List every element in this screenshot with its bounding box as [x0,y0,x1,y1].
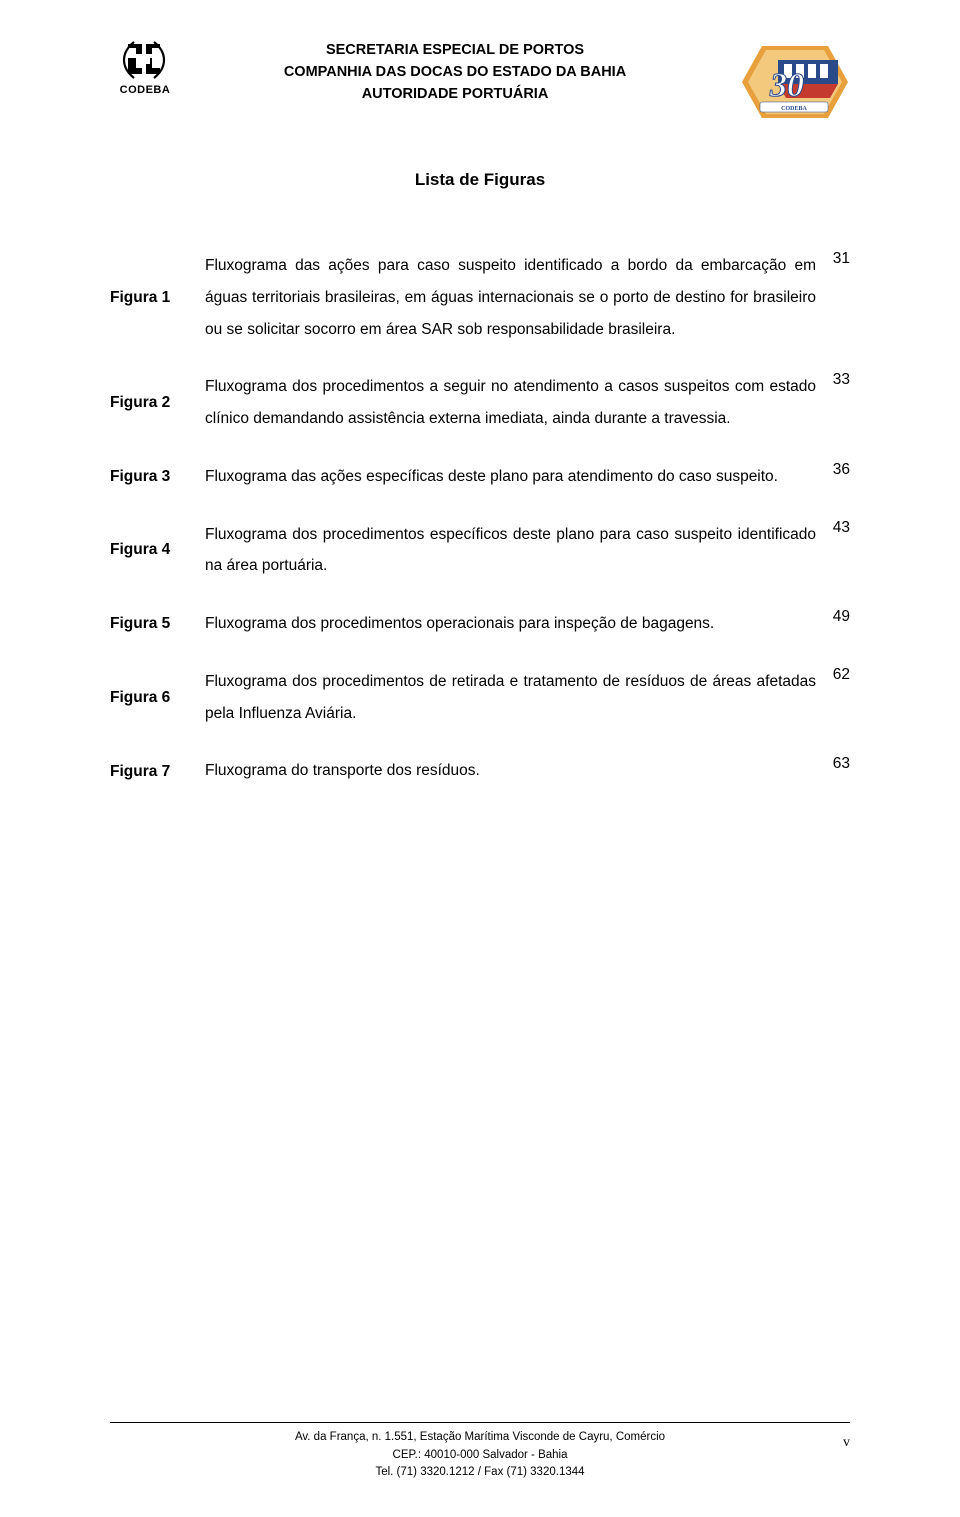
anniversary-logo-icon: 30 CODEBA [730,40,850,130]
row-spacer [110,582,850,608]
footer-line-2: CEP.: 40010-000 Salvador - Bahia [110,1447,850,1464]
svg-text:30: 30 [769,67,804,104]
svg-text:CODEBA: CODEBA [781,106,807,112]
row-spacer [110,345,850,371]
figure-description: Fluxograma das ações específicas deste p… [205,461,816,493]
header-title-block: SECRETARIA ESPECIAL DE PORTOS COMPANHIA … [180,40,730,105]
figure-description: Fluxograma dos procedimentos operacionai… [205,608,816,640]
figure-row: Figura 5Fluxograma dos procedimentos ope… [110,608,850,640]
figure-label: Figura 4 [110,519,205,583]
header-line-3: AUTORIDADE PORTUÁRIA [190,84,720,106]
figure-description: Fluxograma do transporte dos resíduos. [205,755,816,787]
document-page: CODEBA SECRETARIA ESPECIAL DE PORTOS COM… [0,0,960,1517]
logo-right-container: 30 CODEBA [730,40,850,130]
page-number: v [843,1432,850,1453]
figure-row: Figura 2Fluxograma dos procedimentos a s… [110,371,850,435]
figure-description: Fluxograma dos procedimentos a seguir no… [205,371,816,435]
figure-row: Figura 4Fluxograma dos procedimentos esp… [110,519,850,583]
footer-line-3: Tel. (71) 3320.1212 / Fax (71) 3320.1344 [110,1464,850,1481]
header-line-2: COMPANHIA DAS DOCAS DO ESTADO DA BAHIA [190,62,720,84]
row-spacer [110,640,850,666]
figure-row: Figura 7Fluxograma do transporte dos res… [110,755,850,787]
row-spacer [110,435,850,461]
figure-description: Fluxograma das ações para caso suspeito … [205,250,816,345]
figure-label: Figura 7 [110,755,205,787]
figure-page-number: 43 [816,519,850,583]
logo-left-label: CODEBA [110,84,180,96]
row-spacer [110,493,850,519]
figure-label: Figura 3 [110,461,205,493]
figure-page-number: 31 [816,250,850,345]
figure-page-number: 33 [816,371,850,435]
figure-label: Figura 2 [110,371,205,435]
page-footer: Av. da França, n. 1.551, Estação Marítim… [110,1422,850,1481]
codeba-logo-icon [122,40,168,82]
figure-page-number: 49 [816,608,850,640]
page-header: CODEBA SECRETARIA ESPECIAL DE PORTOS COM… [110,40,850,130]
figure-page-number: 36 [816,461,850,493]
header-line-1: SECRETARIA ESPECIAL DE PORTOS [190,40,720,62]
figure-page-number: 62 [816,666,850,730]
logo-left-container: CODEBA [110,40,180,96]
figure-row: Figura 3Fluxograma das ações específicas… [110,461,850,493]
figure-label: Figura 6 [110,666,205,730]
figure-description: Fluxograma dos procedimentos específicos… [205,519,816,583]
page-title: Lista de Figuras [110,170,850,190]
figure-page-number: 63 [816,755,850,787]
figure-label: Figura 1 [110,250,205,345]
figure-row: Figura 1Fluxograma das ações para caso s… [110,250,850,345]
figure-list-table: Figura 1Fluxograma das ações para caso s… [110,250,850,787]
footer-line-1: Av. da França, n. 1.551, Estação Marítim… [110,1429,850,1446]
footer-rule [110,1422,850,1423]
figure-row: Figura 6Fluxograma dos procedimentos de … [110,666,850,730]
figure-label: Figura 5 [110,608,205,640]
row-spacer [110,729,850,755]
figure-description: Fluxograma dos procedimentos de retirada… [205,666,816,730]
